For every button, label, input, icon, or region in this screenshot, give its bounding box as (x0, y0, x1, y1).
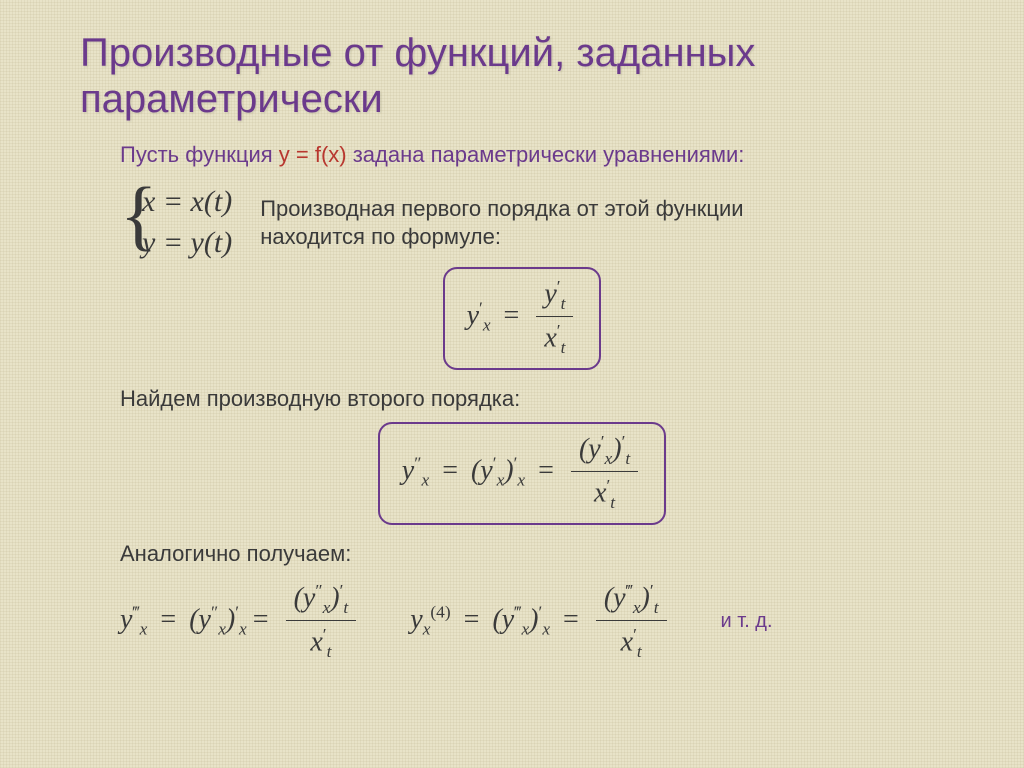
second-derivative-formula: y″x = (y′x)′x = (y′x)′t x′t (378, 422, 666, 525)
parametric-system: { x = x(t) y = y(t) (120, 182, 232, 263)
third-derivative-formula: y‴x = (y″x)′x= (y″x)′t x′t (120, 581, 360, 662)
slide-title: Производные от функций, заданных парамет… (80, 30, 964, 122)
second-order-text: Найдем производную второго порядка: (120, 386, 964, 412)
intro-prefix: Пусть функция (120, 142, 279, 167)
etc-text: и т. д. (721, 610, 773, 633)
analogously-text: Аналогично получаем: (120, 541, 964, 567)
brace-icon: { (120, 176, 157, 254)
first-derivative-formula: y′x = y′t x′t (443, 267, 602, 370)
intro-text: Пусть функция y = f(x) задана параметрич… (120, 142, 964, 168)
fourth-derivative-formula: yx(4) = (y‴x)′x = (y‴x)′t x′t (410, 581, 670, 662)
intro-function: y = f(x) (279, 142, 347, 167)
intro-suffix: задана параметрически уравнениями: (347, 142, 745, 167)
first-order-description: Производная первого порядка от этой функ… (260, 195, 820, 250)
